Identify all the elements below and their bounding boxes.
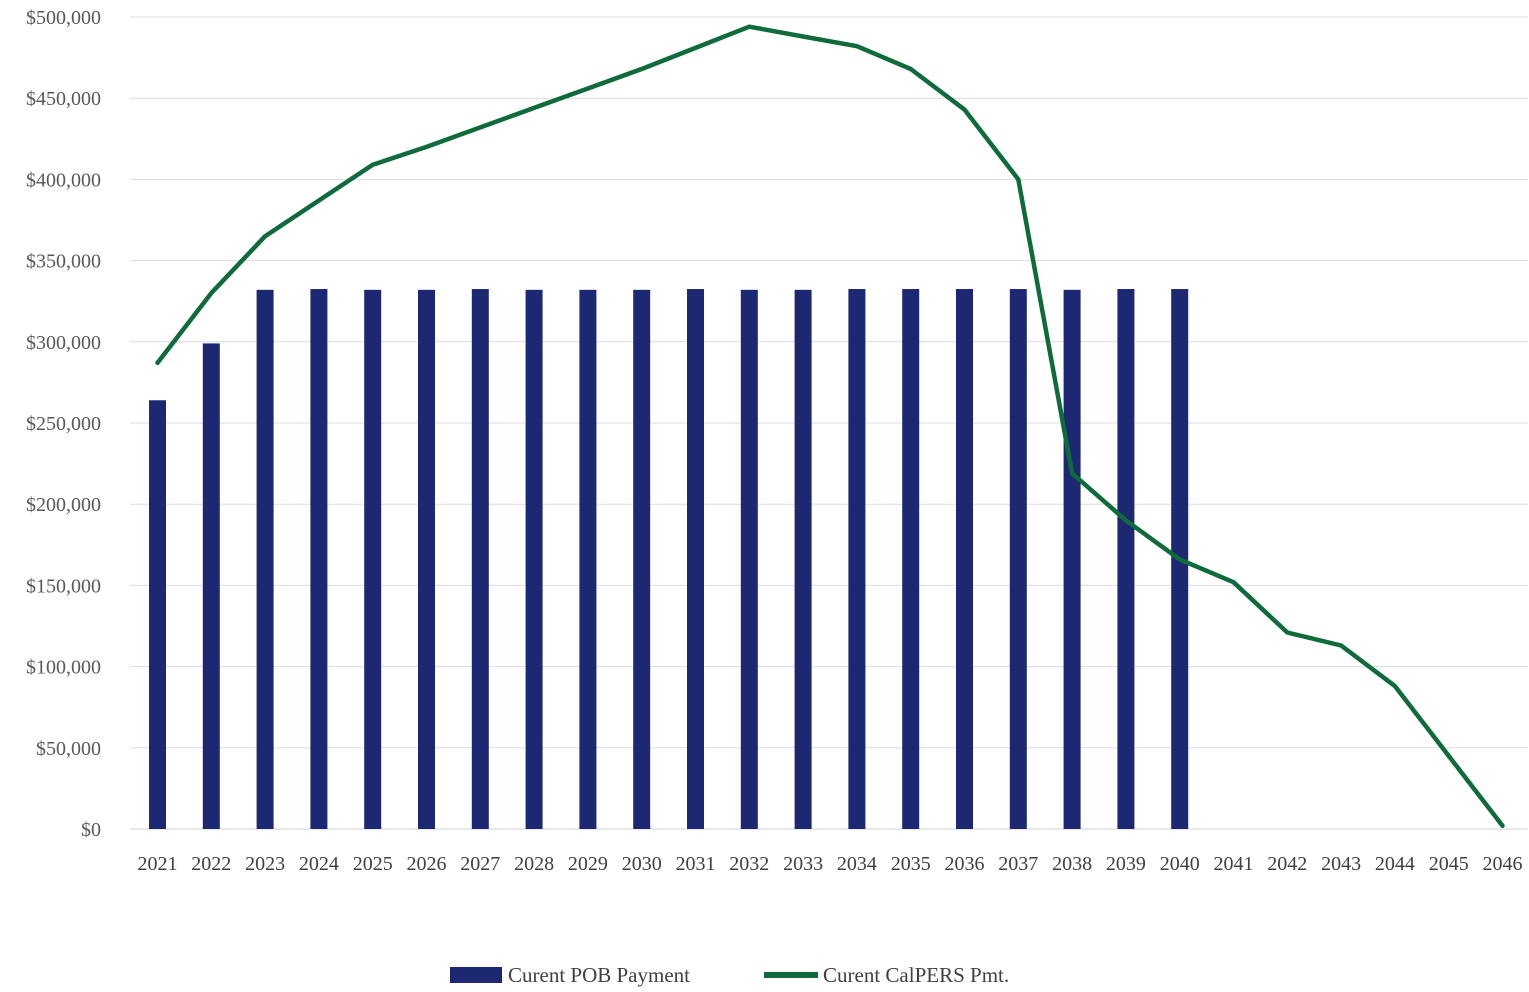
bar-2033 bbox=[795, 290, 812, 829]
y-tick-label: $200,000 bbox=[26, 494, 101, 516]
bar-2034 bbox=[848, 289, 865, 829]
bar-2022 bbox=[203, 343, 220, 829]
bar-2031 bbox=[687, 289, 704, 829]
bar-2023 bbox=[257, 290, 274, 829]
y-tick-label: $250,000 bbox=[26, 413, 101, 435]
x-tick-label: 2039 bbox=[1106, 853, 1146, 875]
x-tick-label: 2028 bbox=[514, 853, 554, 875]
x-tick-label: 2045 bbox=[1429, 853, 1469, 875]
legend-item-calpers: Curent CalPERS Pmt. bbox=[764, 963, 1009, 987]
x-tick-label: 2042 bbox=[1267, 853, 1307, 875]
x-tick-label: 2021 bbox=[138, 853, 178, 875]
x-tick-label: 2041 bbox=[1214, 853, 1254, 875]
legend-label: Curent CalPERS Pmt. bbox=[823, 963, 1009, 987]
bar-2038 bbox=[1064, 290, 1081, 829]
legend-swatch-bar bbox=[450, 967, 502, 983]
y-tick-label: $450,000 bbox=[26, 88, 101, 110]
x-tick-label: 2027 bbox=[460, 853, 500, 875]
bar-2025 bbox=[364, 290, 381, 829]
legend: Curent POB Payment Curent CalPERS Pmt. bbox=[450, 963, 1009, 987]
x-tick-label: 2043 bbox=[1321, 853, 1361, 875]
gridlines bbox=[130, 17, 1528, 829]
y-tick-label: $150,000 bbox=[26, 575, 101, 597]
bar-2035 bbox=[902, 289, 919, 829]
bar-2030 bbox=[633, 290, 650, 829]
x-tick-label: 2030 bbox=[622, 853, 662, 875]
bar-2036 bbox=[956, 289, 973, 829]
bar-2039 bbox=[1117, 289, 1134, 829]
y-tick-label: $350,000 bbox=[26, 251, 101, 273]
x-tick-label: 2044 bbox=[1375, 853, 1415, 875]
x-axis-ticks: 2021 2022 2023 2024 2025 2026 2027 2028 2029 2030… bbox=[138, 853, 1523, 875]
calpers-line bbox=[158, 27, 1503, 826]
bar-2021 bbox=[149, 400, 166, 829]
x-tick-label: 2026 bbox=[407, 853, 447, 875]
bar-2024 bbox=[310, 289, 327, 829]
x-tick-label: 2023 bbox=[245, 853, 285, 875]
bar-2026 bbox=[418, 290, 435, 829]
y-tick-label: $0 bbox=[81, 819, 101, 841]
y-tick-label: $300,000 bbox=[26, 332, 101, 354]
x-tick-label: 2046 bbox=[1483, 853, 1523, 875]
x-tick-label: 2022 bbox=[191, 853, 231, 875]
x-tick-label: 2024 bbox=[299, 853, 339, 875]
bar-2037 bbox=[1010, 289, 1027, 829]
x-tick-label: 2038 bbox=[1052, 853, 1092, 875]
y-tick-label: $400,000 bbox=[26, 169, 101, 191]
y-tick-label: $50,000 bbox=[36, 738, 101, 760]
x-tick-label: 2035 bbox=[891, 853, 931, 875]
x-tick-label: 2036 bbox=[945, 853, 985, 875]
x-tick-label: 2029 bbox=[568, 853, 608, 875]
x-tick-label: 2031 bbox=[676, 853, 716, 875]
line-series bbox=[157, 27, 1502, 826]
y-tick-label: $500,000 bbox=[26, 7, 101, 29]
x-tick-label: 2032 bbox=[729, 853, 769, 875]
x-tick-label: 2033 bbox=[783, 853, 823, 875]
bar-2029 bbox=[579, 290, 596, 829]
bar-2032 bbox=[741, 290, 758, 829]
x-tick-label: 2040 bbox=[1160, 853, 1200, 875]
y-tick-label: $100,000 bbox=[26, 657, 101, 679]
legend-item-pob: Curent POB Payment bbox=[450, 963, 690, 987]
y-axis-ticks: $0 $50,000 $100,000 $150,000 $200,000 $250,00… bbox=[26, 7, 101, 841]
x-tick-label: 2037 bbox=[998, 853, 1038, 875]
bar-2027 bbox=[472, 289, 489, 829]
legend-label: Curent POB Payment bbox=[508, 963, 690, 987]
bar-2028 bbox=[526, 290, 543, 829]
x-tick-label: 2025 bbox=[353, 853, 393, 875]
x-tick-label: 2034 bbox=[837, 853, 877, 875]
